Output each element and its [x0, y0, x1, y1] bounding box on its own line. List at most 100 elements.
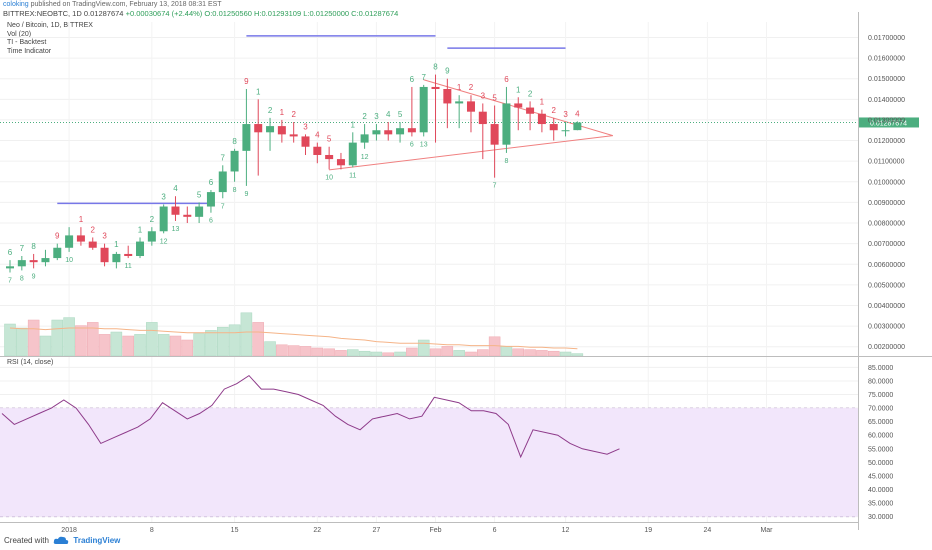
volume-bar: [146, 322, 158, 357]
tradingview-cloud-icon: [53, 537, 69, 545]
candle-body: [136, 241, 145, 257]
quote-line: BITTREX:NEOBTC, 1D 0.01287674 +0.0003067…: [3, 9, 398, 18]
rsi-tick-label: 55.0000: [868, 446, 893, 453]
volume-bar: [63, 317, 75, 357]
td-count-above: 8: [31, 242, 36, 251]
td-count-above: 1: [256, 87, 261, 96]
td-count-above: 9: [55, 232, 60, 241]
td-count-above: 1: [138, 225, 143, 234]
td-count-below: 13: [420, 141, 428, 148]
price-tick-label: 0.01400000: [868, 97, 905, 104]
td-count-above: 4: [386, 110, 391, 119]
candle-body: [277, 126, 286, 135]
volume-bar: [500, 346, 513, 357]
volume-bar: [39, 335, 52, 357]
td-count-above: 2: [528, 89, 533, 98]
volume-bar: [299, 346, 312, 357]
legend-item-vol[interactable]: Vol (20): [7, 30, 32, 38]
rsi-pane: [1, 374, 620, 459]
td-count-above: 7: [20, 244, 25, 253]
candle-body: [502, 103, 511, 145]
td-count-above: 1: [280, 108, 285, 117]
rsi-line: [1, 374, 620, 459]
volume-bar: [181, 339, 194, 357]
volume-bars: [4, 312, 584, 357]
volume-bar: [27, 319, 40, 357]
candle-body: [65, 235, 74, 248]
symbol-price: BITTREX:NEOBTC, 1D 0.01287674: [3, 9, 124, 18]
td-count-above: 1: [457, 83, 462, 92]
legend-item-ti[interactable]: TI - Backtest: [7, 39, 47, 46]
volume-bar: [169, 335, 182, 357]
candle-body: [29, 260, 38, 263]
candle-body: [431, 86, 440, 90]
last-price-tag: [859, 117, 919, 128]
candle-body: [419, 86, 428, 133]
rsi-band: [0, 408, 858, 517]
td-count-below: 9: [32, 273, 36, 280]
author-link[interactable]: coloking: [3, 1, 29, 8]
time-tick-label: 15: [231, 527, 239, 534]
candle-body: [549, 124, 558, 131]
volume-bar: [98, 334, 111, 357]
price-tick-label: 0.00900000: [868, 200, 905, 207]
td-count-below: 8: [20, 275, 24, 282]
td-count-above: 2: [91, 225, 96, 234]
rsi-title[interactable]: RSI (14, close): [7, 359, 54, 366]
volume-bar: [571, 353, 584, 357]
td-count-above: 3: [303, 122, 308, 131]
td-count-above: 3: [563, 110, 568, 119]
created-with-label: Created with: [4, 536, 49, 545]
time-tick-label: 2018: [61, 527, 77, 534]
axes: 0.01700000 0.01600000 0.01500000 0.01400000…: [0, 12, 932, 534]
candle-body: [183, 214, 192, 217]
td-count-below: 10: [325, 174, 333, 181]
td-count-below: 8: [504, 158, 508, 165]
td-count-above: 1: [516, 85, 521, 94]
td-count-above: 2: [268, 106, 273, 115]
price-tick-label: 0.00600000: [868, 262, 905, 269]
candle-body: [230, 150, 239, 172]
candle-body: [266, 126, 275, 133]
candle-body: [396, 128, 405, 135]
legend-item-time[interactable]: Time Indicator: [7, 47, 52, 55]
volume-bar: [429, 348, 442, 357]
volume-bar: [382, 352, 394, 357]
volume-bar: [524, 349, 536, 357]
volume-bar: [193, 333, 205, 357]
tradingview-brand[interactable]: TradingView: [73, 536, 121, 545]
candle-body: [112, 253, 121, 263]
volume-bar: [86, 322, 99, 357]
td-count-above: 4: [315, 131, 320, 140]
candle-body: [124, 253, 133, 257]
td-count-above: 5: [492, 94, 497, 103]
volume-bar: [441, 346, 454, 357]
td-count-above: 4: [575, 109, 580, 118]
price-change: +0.00030674 (+2.44%): [125, 9, 203, 18]
candle-body: [407, 128, 416, 133]
candle-body: [573, 122, 582, 131]
time-tick-label: 27: [373, 527, 381, 534]
volume-bar: [394, 351, 406, 357]
candle-body: [478, 111, 487, 125]
td-count-below: 12: [160, 238, 168, 245]
volume-bar: [559, 351, 572, 357]
volume-bar: [488, 336, 501, 357]
price-tick-label: 0.00500000: [868, 282, 905, 289]
ohlc-values: O:0.01250560 H:0.01293109 L:0.01250000 C…: [204, 9, 399, 18]
td-count-below: 6: [410, 141, 414, 148]
volume-bar: [75, 325, 87, 357]
td-count-above: 9: [445, 67, 450, 76]
volume-bar: [370, 351, 383, 357]
legend-title[interactable]: Neo / Bitcoin, 1D, BITTREX: [7, 22, 93, 29]
time-tick-label: 6: [493, 527, 497, 534]
td-count-above: 7: [421, 73, 426, 82]
price-tick-label: 0.01500000: [868, 76, 905, 83]
volume-bar: [335, 350, 347, 357]
candle-body: [325, 154, 334, 160]
volume-bar: [311, 347, 324, 357]
td-count-below: 9: [244, 191, 248, 198]
volume-bar: [134, 334, 146, 357]
publish-info: published on TradingView.com, February 1…: [30, 1, 222, 8]
